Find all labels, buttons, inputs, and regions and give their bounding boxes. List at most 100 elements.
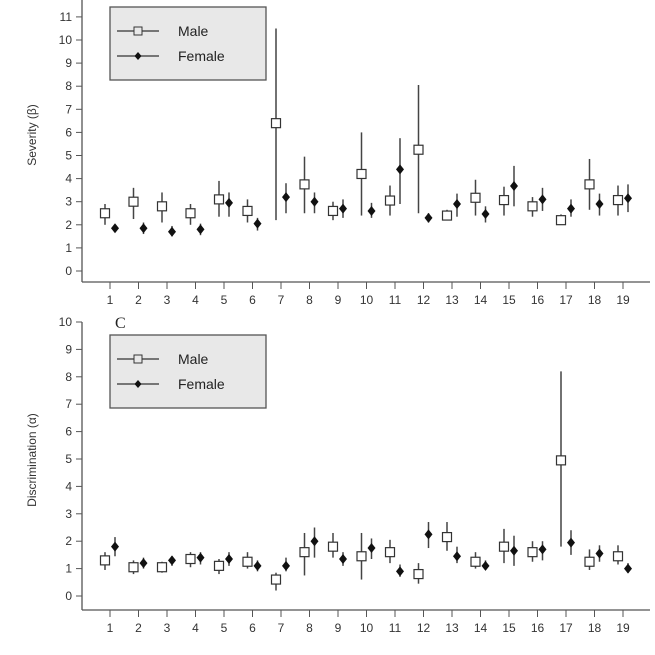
x-tick-label: 17: [559, 293, 573, 307]
legend-marker-female: [134, 52, 142, 60]
data-point-female: [111, 541, 119, 552]
y-tick-label: 3: [65, 507, 72, 521]
data-point-male: [299, 547, 310, 558]
data-point-female: [624, 193, 632, 204]
data-point-female: [481, 560, 490, 571]
data-point-female: [453, 551, 461, 562]
data-point-male: [356, 168, 367, 180]
x-tick-label: 4: [192, 621, 199, 635]
legend-box: [109, 6, 267, 81]
data-point-female: [481, 208, 490, 219]
data-point-male: [242, 556, 253, 567]
x-tick-label: 4: [192, 293, 199, 307]
data-point-male: [498, 541, 510, 552]
data-point-female: [510, 180, 518, 191]
data-point-female: [339, 554, 347, 565]
series-female: [111, 138, 632, 237]
x-tick-label: 19: [616, 293, 630, 307]
data-point-male: [498, 194, 510, 206]
y-tick-label: 8: [65, 370, 72, 384]
data-point-male: [527, 547, 538, 558]
x-tick-label: 12: [417, 293, 431, 307]
data-point-female: [196, 224, 205, 235]
y-tick-label: 6: [65, 425, 72, 439]
x-tick-label: 14: [474, 293, 488, 307]
data-point-female: [396, 566, 404, 577]
data-point-female: [139, 223, 148, 234]
x-tick-label: 9: [335, 293, 342, 307]
data-point-male: [470, 556, 481, 567]
x-tick-label: 3: [164, 621, 171, 635]
data-point-male: [612, 194, 624, 206]
x-tick-label: 1: [107, 293, 114, 307]
x-tick-label: 13: [445, 621, 459, 635]
data-point-male: [270, 118, 282, 129]
y-tick-label: 11: [60, 10, 73, 24]
x-tick-label: 17: [559, 621, 573, 635]
data-point-male: [128, 562, 139, 573]
x-tick-label: 18: [588, 293, 602, 307]
data-point-male: [470, 192, 481, 203]
x-tick-label: 11: [389, 621, 402, 635]
data-point-female: [253, 560, 262, 571]
data-point-male: [213, 560, 225, 571]
data-point-male: [441, 210, 453, 221]
x-tick-label: 8: [306, 621, 313, 635]
data-point-female: [196, 552, 205, 563]
data-point-female: [367, 205, 376, 216]
series-female: [111, 522, 632, 577]
y-tick-label: 3: [65, 195, 72, 209]
data-point-female: [624, 563, 632, 574]
data-point-male: [99, 555, 111, 566]
y-tick-label: 2: [65, 218, 72, 232]
x-tick-label: 18: [588, 621, 602, 635]
data-point-female: [453, 199, 461, 210]
legend: Male Female: [109, 6, 267, 81]
x-tick-label: 5: [221, 293, 228, 307]
data-point-female: [595, 548, 604, 559]
legend-label-female: Female: [178, 376, 225, 392]
legend-label-male: Male: [178, 23, 209, 39]
data-point-female: [225, 197, 233, 208]
data-point-male: [299, 179, 310, 190]
data-point-female: [310, 196, 319, 207]
data-point-male: [413, 568, 424, 580]
y-tick-label: 5: [65, 452, 72, 466]
data-point-male: [384, 547, 396, 558]
y-tick-label: 1: [65, 241, 72, 255]
y-tick-label: 9: [65, 56, 72, 70]
data-point-female: [282, 560, 290, 571]
x-tick-label: 10: [360, 293, 374, 307]
x-tick-label: 5: [221, 621, 228, 635]
legend-marker-male: [133, 354, 143, 364]
data-point-female: [424, 212, 433, 223]
y-axis-label: Discrimination (α): [25, 413, 39, 507]
data-point-female: [168, 555, 176, 566]
data-point-female: [396, 164, 404, 175]
data-point-female: [567, 203, 575, 214]
data-point-female: [424, 529, 433, 540]
y-tick-label: 2: [65, 534, 72, 548]
data-point-female: [510, 545, 518, 556]
x-tick-label: 8: [306, 293, 313, 307]
x-tick-label: 2: [135, 621, 142, 635]
x-tick-label: 6: [249, 621, 256, 635]
x-tick-label: 19: [616, 621, 630, 635]
x-tick-label: 12: [417, 621, 431, 635]
panel-label: C: [115, 315, 126, 332]
data-point-female: [339, 203, 347, 214]
x-tick-label: 10: [360, 621, 374, 635]
data-point-female: [538, 544, 547, 555]
data-point-female: [538, 194, 547, 205]
legend-label-male: Male: [178, 351, 209, 367]
data-point-male: [441, 531, 453, 543]
x-tick-label: 16: [531, 621, 545, 635]
data-point-male: [584, 556, 595, 567]
x-tick-label: 6: [249, 293, 256, 307]
legend-marker-female: [134, 380, 142, 388]
y-tick-label: 0: [65, 264, 72, 278]
data-point-male: [156, 201, 168, 212]
legend: Male Female: [109, 334, 267, 409]
